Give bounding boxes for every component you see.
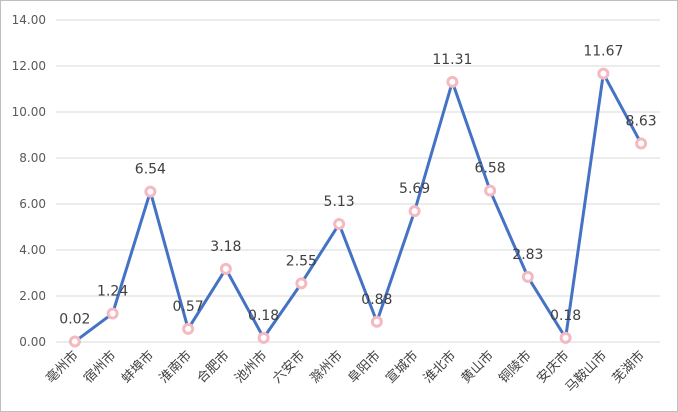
markers: [68, 67, 648, 348]
series-line: [73, 72, 643, 343]
data-point: [370, 315, 383, 328]
data-point: [484, 184, 497, 197]
y-tick-label: 6.00: [19, 197, 46, 211]
x-tick-label: 马鞍山市: [562, 348, 610, 396]
data-point: [144, 185, 157, 198]
data-point: [182, 322, 195, 335]
data-label: 6.54: [135, 162, 166, 178]
y-tick-label: 2.00: [19, 289, 46, 303]
x-tick-label: 芜湖市: [609, 348, 648, 387]
x-tick-label: 滁州市: [307, 348, 346, 387]
x-tick-label: 六安市: [269, 348, 308, 387]
x-tick-label: 阜阳市: [345, 348, 384, 387]
data-point: [106, 307, 119, 320]
y-tick-label: 4.00: [19, 243, 46, 257]
data-point: [635, 137, 648, 150]
data-label: 0.88: [361, 292, 392, 308]
data-point: [521, 270, 534, 283]
x-tick-label: 黄山市: [458, 348, 497, 387]
data-label: 5.69: [399, 181, 430, 197]
x-axis-ticks: 亳州市 宿州市 蚌埠市 淮南市 合肥市 池州市 六安市 滁州市 阜阳市 宣城市 淮北市 黄山市 铜陵市安…: [43, 348, 648, 396]
x-tick-label: 宿州市: [81, 348, 120, 387]
x-tick-label: 蚌埠市: [118, 348, 157, 387]
data-label: 11.31: [432, 52, 472, 68]
x-tick-label: 淮南市: [156, 348, 195, 387]
x-tick-label: 亳州市: [43, 348, 82, 387]
y-tick-label: 0.00: [19, 335, 46, 349]
data-label: 1.24: [97, 283, 128, 299]
x-tick-label: 淮北市: [420, 348, 459, 387]
series-layer: [73, 72, 643, 343]
x-tick-label: 铜陵市: [496, 348, 535, 387]
y-tick-label: 8.00: [19, 151, 46, 165]
data-point: [597, 67, 610, 80]
gridlines: [56, 19, 660, 343]
data-label: 11.67: [583, 44, 623, 60]
data-label: 0.18: [550, 308, 581, 324]
y-tick-label: 12.00: [12, 59, 46, 73]
data-point: [219, 262, 232, 275]
data-label: 2.83: [512, 247, 543, 263]
data-label: 5.13: [324, 194, 355, 210]
data-point: [68, 335, 81, 348]
data-point: [446, 75, 459, 88]
data-point: [295, 277, 308, 290]
data-label: 3.18: [210, 239, 241, 255]
data-label: 0.57: [173, 299, 204, 315]
x-tick-label: 宣城市: [383, 348, 422, 387]
data-point: [333, 218, 346, 231]
data-label: 2.55: [286, 253, 317, 269]
data-point: [408, 205, 421, 218]
data-labels: 0.02 1.24 6.54 0.57 3.18 0.18 2.55 5.13 0.88 5.69…: [59, 44, 656, 328]
x-tick-label: 池州市: [232, 348, 271, 387]
y-tick-label: 14.00: [12, 13, 46, 27]
data-point: [257, 331, 270, 344]
data-label: 6.58: [475, 161, 506, 177]
data-label: 8.63: [626, 114, 657, 130]
data-label: 0.02: [59, 312, 90, 328]
y-tick-label: 10.00: [12, 105, 46, 119]
y-axis-ticks: 0.00 2.00 4.00 6.00 8.00 10.00 12.00 14.00: [12, 13, 46, 349]
data-label: 0.18: [248, 308, 279, 324]
data-point: [559, 331, 572, 344]
x-tick-label: 合肥市: [194, 348, 233, 387]
